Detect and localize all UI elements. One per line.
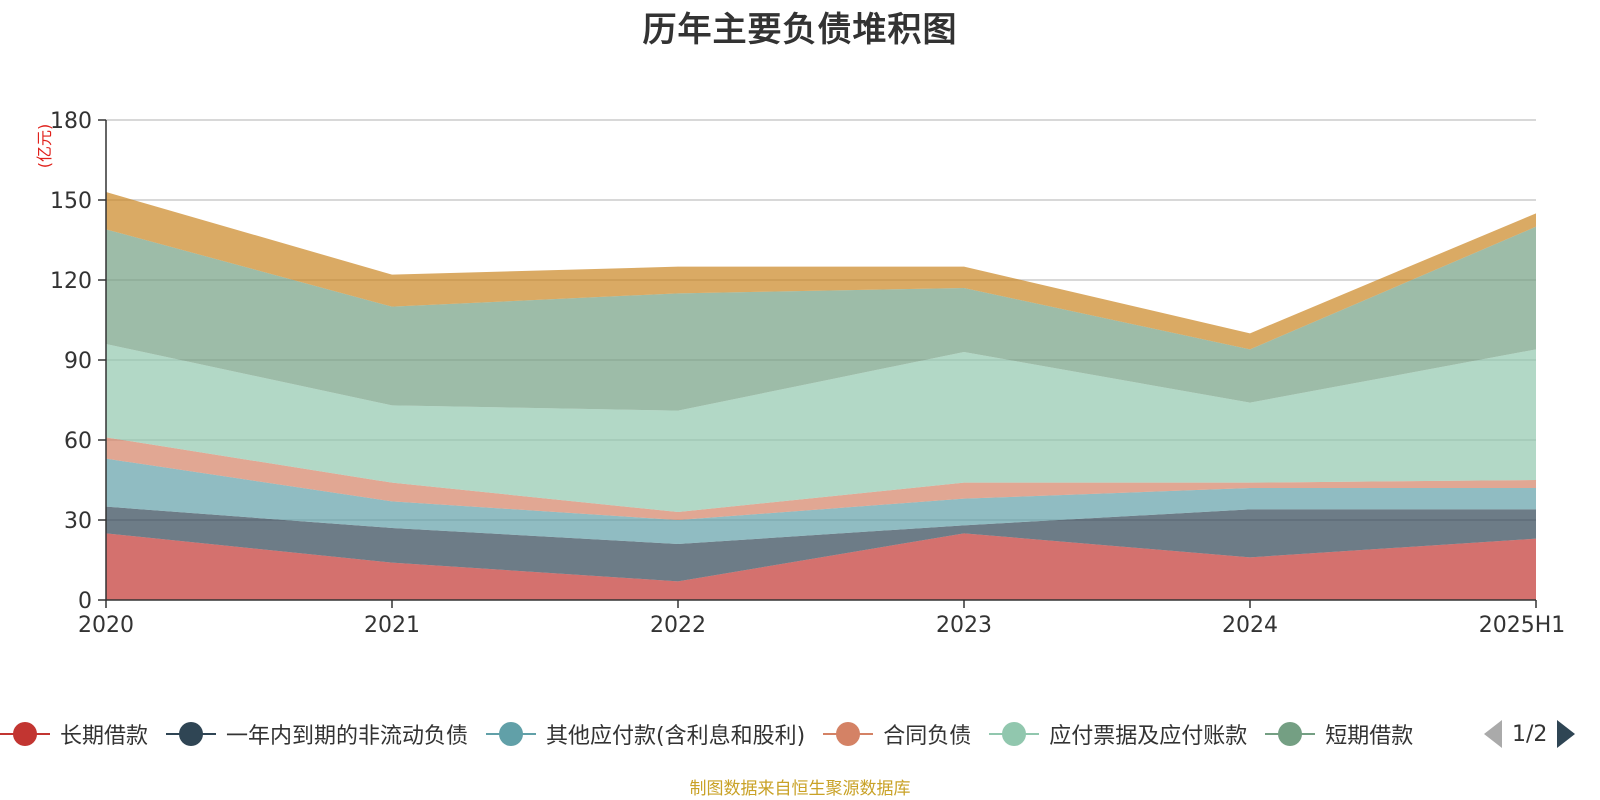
axes: 0 30 60 90 120 150 180 2020 2021 2022 2023 2024 2025… — [50, 109, 1565, 638]
legend-prev-page-icon[interactable] — [1484, 720, 1502, 748]
legend-item[interactable]: 短期借款 — [1265, 714, 1413, 754]
area-series-6 — [106, 192, 1536, 350]
legend-swatch-dot — [1002, 722, 1027, 746]
x-tick-label: 2024 — [1222, 613, 1278, 638]
legend-label: 合同负债 — [883, 724, 972, 749]
legend-item[interactable]: 一年内到期的非流动负债 — [166, 714, 468, 754]
legend-label: 长期借款 — [60, 724, 149, 749]
legend-swatch-dot — [836, 722, 861, 746]
legend-item[interactable]: 其他应付款(含利息和股利) — [486, 714, 805, 754]
chart-title: 历年主要负债堆积图 — [642, 10, 958, 50]
legend-swatch-icon — [823, 722, 874, 746]
x-tick-label: 2020 — [78, 613, 134, 638]
legend-label: 短期借款 — [1325, 724, 1414, 749]
y-tick-label: 0 — [78, 589, 92, 614]
legend-pager: 1/2 — [1484, 716, 1576, 752]
stacked-area-chart: 0 30 60 90 120 150 180 2020 2021 2022 2023 2024 2025… — [35, 109, 1565, 638]
area-series-3 — [106, 437, 1536, 520]
legend-swatch-dot — [13, 722, 37, 746]
legend-label: 应付票据及应付账款 — [1049, 724, 1248, 749]
y-tick-label: 60 — [64, 429, 92, 454]
x-tick-label: 2021 — [364, 613, 420, 638]
area-series-4 — [106, 344, 1536, 512]
legend-swatch-icon — [486, 722, 537, 746]
legend-swatch-icon — [989, 722, 1040, 746]
x-tick-label: 2023 — [936, 613, 992, 638]
legend-item[interactable]: 应付票据及应付账款 — [989, 714, 1247, 754]
y-tick-label: 150 — [50, 189, 92, 214]
data-source-note: 制图数据来自恒生聚源数据库 — [689, 779, 911, 799]
legend-swatch-icon — [1265, 722, 1316, 746]
legend: 长期借款 一年内到期的非流动负债 其他应付款(含利息和股利) 合同负债 应付票据及应付账… — [0, 714, 1480, 754]
legend-swatch-dot — [1278, 722, 1303, 746]
legend-next-page-icon[interactable] — [1557, 720, 1576, 748]
legend-page-indicator: 1/2 — [1512, 721, 1548, 747]
y-tick-label: 30 — [64, 509, 92, 534]
area-series-2 — [106, 458, 1536, 544]
y-tick-label: 180 — [50, 109, 92, 134]
x-tick-label: 2022 — [650, 613, 706, 638]
y-tick-label: 120 — [50, 269, 92, 294]
legend-swatch-icon — [0, 722, 50, 746]
legend-label: 一年内到期的非流动负债 — [226, 724, 469, 749]
area-series-0 — [106, 533, 1536, 600]
legend-item[interactable]: 合同负债 — [823, 714, 971, 754]
area-series — [105, 191, 1537, 600]
area-series-1 — [106, 506, 1536, 582]
legend-swatch-dot — [179, 722, 204, 746]
x-tick-label: 2025H1 — [1479, 613, 1566, 638]
legend-swatch-icon — [166, 722, 217, 746]
y-tick-label: 90 — [64, 349, 92, 374]
legend-label: 其他应付款(含利息和股利) — [546, 724, 806, 749]
area-series-5 — [106, 226, 1536, 411]
legend-swatch-dot — [499, 722, 524, 746]
y-axis-label: (亿元) — [35, 124, 54, 169]
legend-item[interactable]: 长期借款 — [0, 714, 148, 754]
